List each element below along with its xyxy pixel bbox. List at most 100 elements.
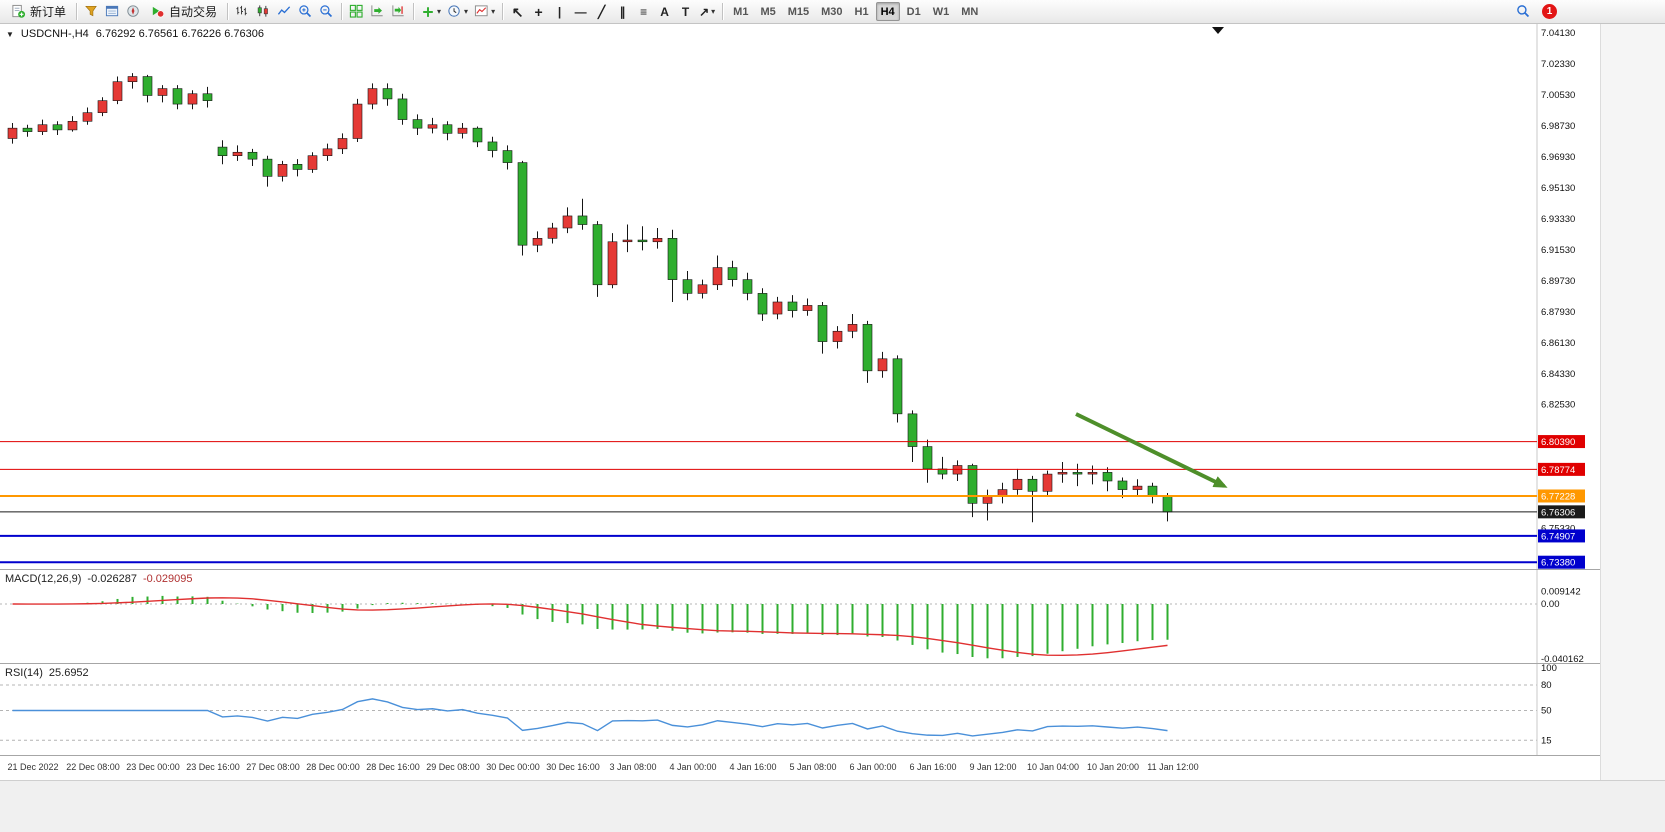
time-axis-label: 22 Dec 08:00 [66, 762, 120, 772]
candle-body [547, 227, 558, 239]
templates-button[interactable]: ▾ [471, 1, 498, 22]
price-tag [1538, 529, 1585, 543]
vertical-line-icon: | [557, 4, 562, 19]
vertical-line-tool-button[interactable]: | [549, 1, 570, 22]
cursor-tool-button[interactable]: ↖ [507, 1, 528, 22]
data-window-icon [105, 5, 119, 17]
periods-button[interactable]: ▾ [444, 1, 471, 22]
candle-body [532, 238, 543, 246]
time-axis-label: 21 Dec 2022 [7, 762, 59, 772]
candle-body [232, 151, 243, 157]
time-axis-label: 28 Dec 16:00 [366, 762, 420, 772]
timeframe-w1-button[interactable]: W1 [928, 2, 955, 21]
tile-windows-icon [349, 4, 363, 18]
rsi-axis-label: 15 [1541, 735, 1552, 746]
timeframe-d1-button[interactable]: D1 [902, 2, 926, 21]
template-icon [475, 5, 488, 17]
candle-body [307, 155, 318, 170]
collapse-icon[interactable]: ▼ [6, 29, 14, 39]
macd-axis-label: 0.00 [1541, 599, 1560, 610]
right-gutter [1600, 24, 1665, 780]
channel-tool-button[interactable]: ∥ [612, 1, 633, 22]
candlestick-chart-icon [257, 5, 268, 17]
toolbar-separator [227, 3, 229, 20]
chart-shift-button[interactable] [388, 1, 409, 22]
candle-body [52, 124, 63, 131]
text-icon: A [660, 4, 669, 19]
bar-chart-button[interactable] [232, 1, 253, 22]
label-tool-button[interactable]: T [675, 1, 696, 22]
candle-body [277, 164, 288, 177]
auto-scroll-icon [371, 5, 383, 17]
panel-splitter-rsi[interactable] [0, 663, 1600, 664]
candle-body [862, 324, 873, 372]
price-axis-label: 6.98730 [1541, 121, 1575, 132]
candlestick-chart-button[interactable] [253, 1, 274, 22]
search-button[interactable] [1513, 1, 1534, 22]
candle-body [82, 112, 93, 122]
auto-scroll-button[interactable] [367, 1, 388, 22]
timeframe-m1-button[interactable]: M1 [728, 2, 753, 21]
new-order-button[interactable]: 新订单 [5, 1, 72, 22]
candle-body [397, 98, 408, 120]
candle-body [832, 330, 843, 342]
toolbar-separator [341, 3, 343, 20]
crosshair-tool-button[interactable]: + [528, 1, 549, 22]
timeframe-m15-button[interactable]: M15 [783, 2, 814, 21]
text-tool-button[interactable]: A [654, 1, 675, 22]
timeframe-h1-button[interactable]: H1 [850, 2, 874, 21]
navigator-button[interactable] [123, 1, 144, 22]
price-axis-label: 6.86130 [1541, 338, 1575, 349]
macd-panel-plot[interactable]: 0.009142 0.00 -0.040162 [0, 570, 1600, 664]
candle-body [1117, 480, 1128, 490]
zoom-out-button[interactable] [316, 1, 337, 22]
macd-value: -0.026287 [87, 573, 137, 585]
horizontal-line-tool-button[interactable]: — [570, 1, 591, 22]
price-axis-label: 6.95130 [1541, 183, 1575, 194]
chart-shift-marker [1212, 27, 1224, 34]
data-window-button[interactable] [102, 1, 123, 22]
candle-body [592, 224, 603, 286]
price-tag-label: 6.77228 [1541, 491, 1575, 502]
candle-body [352, 103, 363, 139]
candle-body [1102, 472, 1113, 482]
price-tag-label: 6.78774 [1541, 465, 1575, 476]
notification-badge[interactable]: 1 [1542, 4, 1557, 19]
indicators-button[interactable]: ▾ [418, 1, 444, 22]
panel-splitter-macd[interactable] [0, 569, 1600, 570]
line-chart-button[interactable] [274, 1, 295, 22]
rsi-panel-plot[interactable]: 100 80 50 15 [0, 664, 1600, 756]
candle-body [892, 358, 903, 415]
new-order-label: 新订单 [30, 5, 67, 19]
autotrading-button[interactable]: 自动交易 [144, 1, 223, 22]
chart-shift-icon [392, 5, 404, 17]
chart-window: 7.04130 7.02330 7.00530 6.98730 6.96930 6.951… [0, 24, 1600, 780]
time-axis[interactable]: 21 Dec 2022 22 Dec 08:00 23 Dec 00:00 23 De… [0, 756, 1600, 780]
candle-body [1057, 472, 1068, 475]
candle-body [502, 150, 513, 163]
timeframe-h4-button[interactable]: H4 [875, 2, 900, 21]
candle-body [217, 146, 228, 157]
candle-body [802, 305, 813, 311]
panel-splitter-time-axis[interactable] [0, 755, 1600, 756]
tile-windows-button[interactable] [346, 1, 367, 22]
rsi-value: 25.6952 [48, 667, 89, 679]
price-axis-label: 6.93330 [1541, 214, 1575, 225]
trendline-tool-button[interactable]: ╱ [591, 1, 612, 22]
macd-axis-label: 0.009142 [1541, 586, 1581, 597]
fibonacci-tool-button[interactable]: ≡ [633, 1, 654, 22]
main-chart-plot[interactable]: 7.04130 7.02330 7.00530 6.98730 6.96930 6.951… [0, 24, 1600, 570]
timeframe-mn-button[interactable]: MN [956, 2, 983, 21]
rsi-line [12, 698, 1168, 737]
market-watch-button[interactable] [81, 1, 102, 22]
timeframe-m5-button[interactable]: M5 [755, 2, 780, 21]
macd-name: MACD(12,26,9) [5, 573, 82, 585]
timeframe-m30-button[interactable]: M30 [816, 2, 847, 21]
time-axis-label: 29 Dec 08:00 [426, 762, 480, 772]
chevron-down-icon: ▾ [437, 7, 442, 16]
time-axis-label: 3 Jan 08:00 [609, 762, 657, 772]
time-axis-label: 10 Jan 04:00 [1026, 762, 1080, 772]
arrows-tool-button[interactable]: ↗ ▾ [696, 1, 718, 22]
zoom-in-button[interactable] [295, 1, 316, 22]
